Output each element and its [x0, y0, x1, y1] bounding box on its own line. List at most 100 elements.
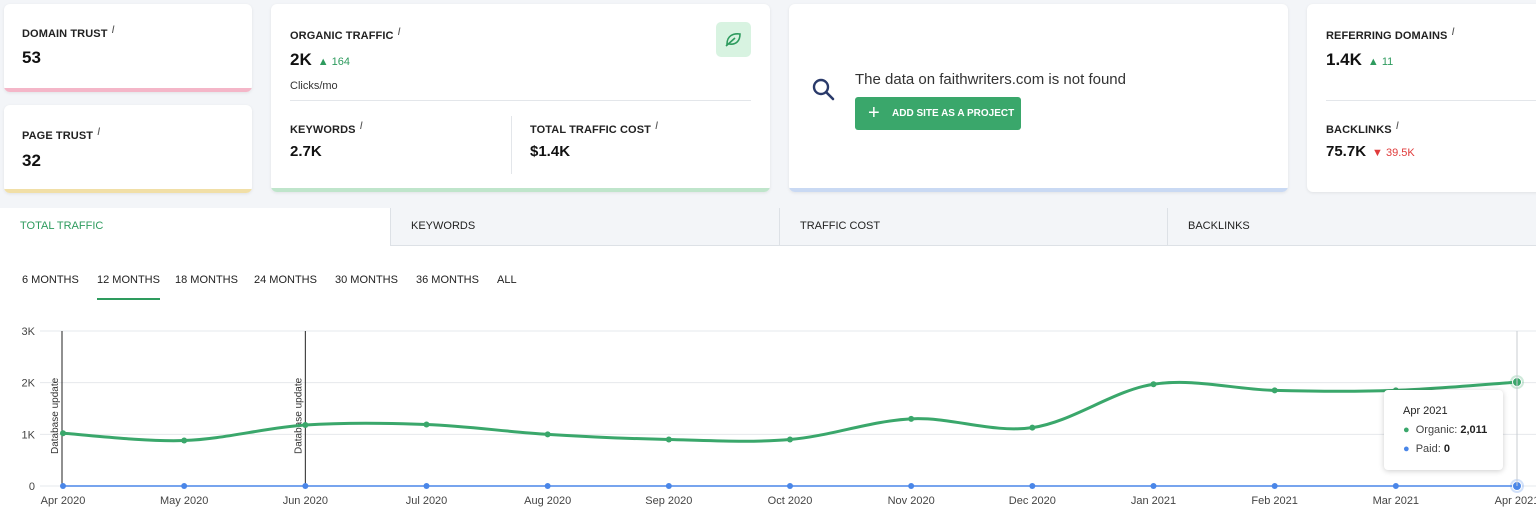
period-all[interactable]: ALL	[497, 274, 517, 286]
data-point-paid	[423, 483, 430, 489]
card-accent-bar	[789, 188, 1288, 192]
plus-icon: +	[868, 102, 880, 124]
info-icon[interactable]: i	[111, 24, 115, 36]
data-point-paid	[908, 483, 915, 489]
info-icon[interactable]: i	[1395, 120, 1399, 132]
tooltip-organic-value: 2,011	[1460, 424, 1488, 436]
tab-traffic-cost[interactable]: TRAFFIC COST	[779, 208, 1168, 246]
x-tick-label: Oct 2020	[768, 495, 813, 507]
tooltip-paid-label: Paid:	[1415, 443, 1441, 455]
data-point-organic	[423, 421, 430, 428]
referring-domains-delta: ▲ 11	[1367, 56, 1394, 68]
period-18-months[interactable]: 18 MONTHS	[175, 274, 238, 286]
data-point-organic	[1029, 424, 1036, 431]
card-accent-bar	[4, 88, 252, 92]
data-point-organic	[665, 436, 672, 443]
tooltip-title: Apr 2021	[1403, 405, 1448, 417]
data-point-paid	[544, 483, 551, 489]
organic-dot-icon: ●	[1403, 424, 1410, 436]
x-tick-label: Sep 2020	[645, 495, 692, 507]
x-tick-label: May 2020	[160, 495, 208, 507]
period-36-months[interactable]: 36 MONTHS	[416, 274, 479, 286]
period-12-months[interactable]: 12 MONTHS	[97, 274, 160, 300]
data-point-paid	[665, 483, 672, 489]
referring-domains-value: 1.4K	[1326, 50, 1362, 69]
data-point-paid	[1271, 483, 1278, 489]
period-30-months[interactable]: 30 MONTHS	[335, 274, 398, 286]
leaf-icon-button[interactable]	[716, 22, 751, 57]
referring-domains-label: REFERRING DOMAINS i	[1326, 26, 1455, 42]
tab-keywords[interactable]: KEYWORDS	[390, 208, 779, 246]
data-point-paid	[302, 483, 309, 489]
info-icon[interactable]: i	[359, 120, 363, 132]
not-found-message: The data on faithwriters.com is not foun…	[855, 71, 1126, 88]
domain-trust-card: DOMAIN TRUST i 53	[4, 4, 252, 92]
divider	[511, 116, 512, 174]
organic-traffic-value: 2K	[290, 50, 312, 69]
chart-tooltip: Apr 2021 ● Organic: 2,011 ● Paid: 0	[1384, 390, 1503, 470]
data-point-organic	[544, 431, 551, 438]
page-trust-label: PAGE TRUST i	[22, 126, 101, 142]
page-trust-card: PAGE TRUST i 32	[4, 105, 252, 193]
x-tick-label: Apr 2020	[41, 495, 86, 507]
period-6-months[interactable]: 6 MONTHS	[22, 274, 79, 286]
traffic-cost-value: $1.4K	[530, 143, 571, 160]
domain-trust-label: DOMAIN TRUST i	[22, 24, 115, 40]
annotation-label: Database update	[293, 377, 304, 454]
paid-dot-icon: ●	[1403, 443, 1410, 455]
backlinks-value: 75.7K	[1326, 143, 1367, 160]
tab-backlinks[interactable]: BACKLINKS	[1167, 208, 1536, 246]
page-trust-value: 32	[22, 151, 41, 170]
card-accent-bar	[4, 189, 252, 193]
leaf-icon	[725, 33, 741, 47]
tooltip-organic-label: Organic:	[1415, 424, 1458, 436]
x-tick-label: Dec 2020	[1009, 495, 1056, 507]
info-icon[interactable]: i	[654, 120, 659, 132]
period-24-months[interactable]: 24 MONTHS	[254, 274, 317, 286]
x-tick-label: Aug 2020	[524, 495, 571, 507]
data-point-paid	[1150, 483, 1157, 489]
x-tick-label: Jan 2021	[1131, 495, 1176, 507]
series-line-organic	[62, 380, 1518, 443]
domain-trust-value: 53	[22, 48, 41, 67]
tooltip-organic-row: ● Organic: 2,011	[1403, 424, 1487, 436]
info-icon[interactable]: i	[397, 26, 401, 38]
divider	[1326, 100, 1536, 101]
data-point-organic	[787, 436, 793, 443]
annotation-label: Database update	[50, 377, 61, 454]
search-icon	[812, 78, 835, 101]
organic-traffic-label: ORGANIC TRAFFIC i	[290, 26, 401, 42]
organic-traffic-unit: Clicks/mo	[290, 80, 338, 92]
tooltip-paid-value: 0	[1443, 443, 1450, 455]
backlinks-delta: ▼ 39.5K	[1372, 147, 1415, 159]
data-point-organic	[60, 430, 66, 437]
chart-tabs: TOTAL TRAFFIC KEYWORDS TRAFFIC COST BACK…	[0, 208, 1536, 246]
tooltip-paid-row: ● Paid: 0	[1403, 443, 1450, 455]
data-point-organic	[908, 415, 915, 422]
data-point-paid	[60, 483, 66, 489]
info-icon[interactable]: i	[1451, 26, 1455, 38]
x-tick-label: Jul 2020	[406, 495, 448, 507]
data-point-organic	[1271, 387, 1278, 394]
data-point-paid	[787, 483, 793, 489]
chart-area: 6 MONTHS 12 MONTHS 18 MONTHS 24 MONTHS 3…	[0, 246, 1536, 522]
y-tick-label: 3K	[22, 326, 36, 338]
info-icon[interactable]: i	[97, 126, 101, 138]
card-accent-bar	[271, 188, 770, 192]
keywords-label: KEYWORDS i	[290, 120, 363, 136]
backlinks-value-row: 75.7K ▼ 39.5K	[1326, 143, 1415, 161]
organic-traffic-card: ORGANIC TRAFFIC i 2K ▲ 164 Clicks/mo KEYWO…	[271, 4, 770, 192]
referring-domains-card: REFERRING DOMAINS i 1.4K ▲ 11 BACKLINKS i 7…	[1307, 4, 1536, 192]
backlinks-label: BACKLINKS i	[1326, 120, 1399, 136]
traffic-line-chart[interactable]: 0 1K 2K 3K Database update Database update Apr…	[0, 246, 1536, 522]
x-tick-label: Mar 2021	[1373, 495, 1419, 507]
x-tick-label: Feb 2021	[1251, 495, 1297, 507]
divider	[290, 100, 751, 101]
traffic-cost-label: TOTAL TRAFFIC COST i	[530, 120, 659, 136]
organic-traffic-delta: ▲ 164	[317, 56, 351, 68]
data-point-paid	[1029, 483, 1036, 489]
data-point-paid	[1392, 483, 1399, 489]
tab-total-traffic[interactable]: TOTAL TRAFFIC	[0, 208, 390, 246]
add-site-label: ADD SITE AS A PROJECT	[892, 108, 1015, 119]
add-site-as-project-button[interactable]: + ADD SITE AS A PROJECT	[855, 97, 1021, 130]
